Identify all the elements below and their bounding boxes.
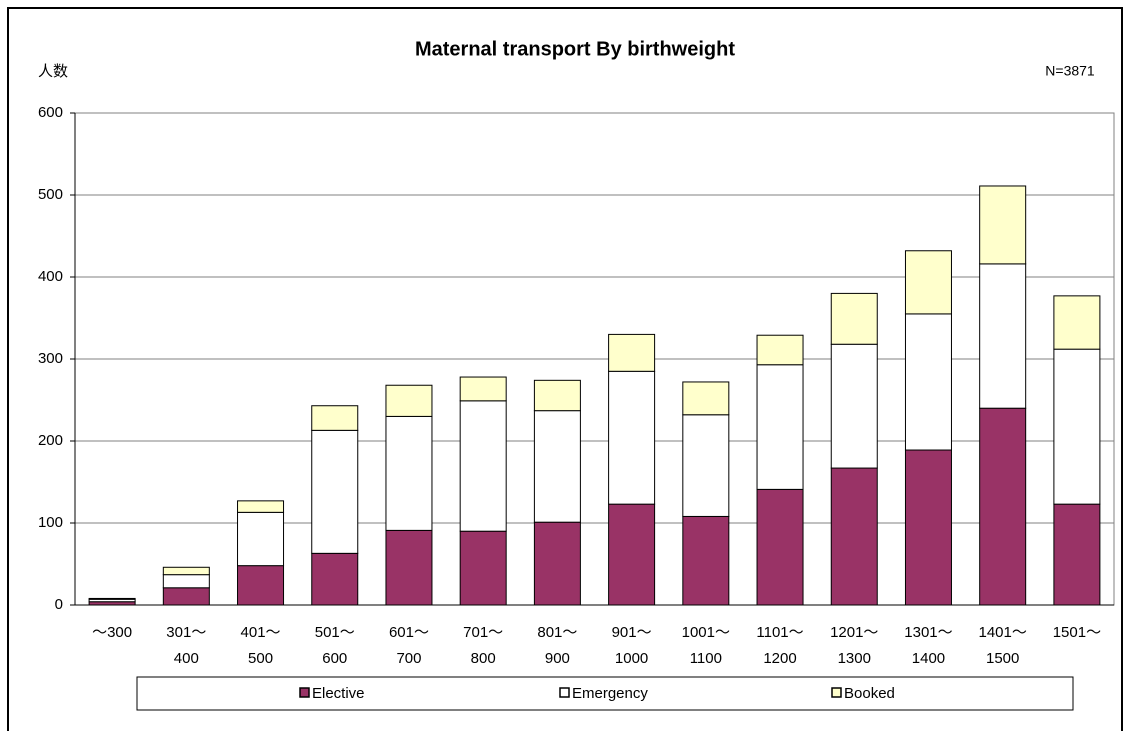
x-tick-label: 501～ (315, 624, 355, 641)
annotation: N=3871 (1045, 63, 1095, 79)
y-tick-label: 300 (38, 350, 63, 367)
bar-segment (830, 292, 878, 345)
bar-segment (533, 521, 581, 606)
bar-segment (904, 313, 952, 451)
bar-segment (682, 414, 730, 517)
x-tick-label: 500 (248, 650, 273, 667)
bar-segment (311, 405, 359, 431)
bar-segment (682, 381, 730, 416)
legend-swatch (559, 687, 570, 698)
y-tick-label: 400 (38, 268, 63, 285)
bar-segment (682, 515, 730, 606)
bar-segment (385, 384, 433, 417)
x-tick-label: 1501～ (1053, 624, 1101, 641)
x-tick-label: 901～ (612, 624, 652, 641)
bar-segment (830, 343, 878, 469)
bar-segment (237, 511, 285, 567)
x-tick-label: 400 (174, 650, 199, 667)
bar-segment (88, 597, 136, 600)
x-tick-label: 700 (396, 650, 421, 667)
bar-segment (237, 565, 285, 606)
x-tick-label: 1401～ (978, 624, 1026, 641)
x-tick-label: 1200 (763, 650, 796, 667)
bar-segment (1053, 503, 1101, 606)
x-tick-label: 1001～ (682, 624, 730, 641)
bar-segment (756, 364, 804, 490)
bar-segment (904, 449, 952, 606)
bar-segment (459, 530, 507, 606)
x-tick-label: 900 (545, 650, 570, 667)
legend (136, 676, 1074, 711)
legend-swatch (299, 687, 310, 698)
y-tick-label: 600 (38, 104, 63, 121)
bar-segment (979, 185, 1027, 265)
x-tick-label: 1301～ (904, 624, 952, 641)
bar-segment (385, 529, 433, 606)
bar-segment (162, 566, 210, 576)
x-tick-label: 1000 (615, 650, 648, 667)
bar-segment (459, 376, 507, 402)
bar-segment (904, 250, 952, 315)
chart-title: Maternal transport By birthweight (415, 38, 735, 60)
y-axis-label: 人数 (38, 63, 68, 80)
legend-label: Emergency (572, 685, 648, 702)
x-tick-label: 600 (322, 650, 347, 667)
x-tick-label: 801～ (537, 624, 577, 641)
x-tick-label: 1300 (838, 650, 871, 667)
x-tick-label: 601～ (389, 624, 429, 641)
y-tick-label: 200 (38, 432, 63, 449)
bar-segment (756, 334, 804, 366)
y-tick-label: 100 (38, 514, 63, 531)
bar-segment (1053, 295, 1101, 350)
bar-segment (608, 503, 656, 606)
bar-segment (830, 467, 878, 606)
bar-segment (979, 263, 1027, 409)
frame (7, 7, 1123, 731)
legend-label: Elective (312, 685, 365, 702)
bar-segment (979, 407, 1027, 606)
x-tick-label: 1201～ (830, 624, 878, 641)
bar-segment (533, 379, 581, 412)
x-tick-label: 1500 (986, 650, 1019, 667)
bar-segment (385, 415, 433, 531)
x-tick-label: 1100 (690, 650, 722, 667)
bar-segment (756, 488, 804, 606)
y-tick-label: 500 (38, 186, 63, 203)
y-tick-label: 0 (55, 596, 63, 613)
bar-segment (1053, 348, 1101, 505)
legend-label: Booked (844, 685, 895, 702)
bar-segment (237, 500, 285, 513)
bar-segment (311, 552, 359, 606)
bar-segment (608, 333, 656, 372)
x-tick-label: 1101～ (756, 624, 803, 641)
x-tick-label: 1400 (912, 650, 945, 667)
x-tick-label: 401～ (241, 624, 281, 641)
x-tick-label: 701～ (463, 624, 503, 641)
x-tick-label: ～300 (92, 624, 132, 641)
x-tick-label: 800 (471, 650, 496, 667)
legend-swatch (831, 687, 842, 698)
x-tick-label: 301～ (166, 624, 206, 641)
bar-segment (162, 587, 210, 606)
bar-segment (533, 410, 581, 523)
bar-segment (608, 370, 656, 505)
bar-segment (459, 400, 507, 532)
bar-segment (311, 429, 359, 554)
bar-segment (162, 574, 210, 589)
